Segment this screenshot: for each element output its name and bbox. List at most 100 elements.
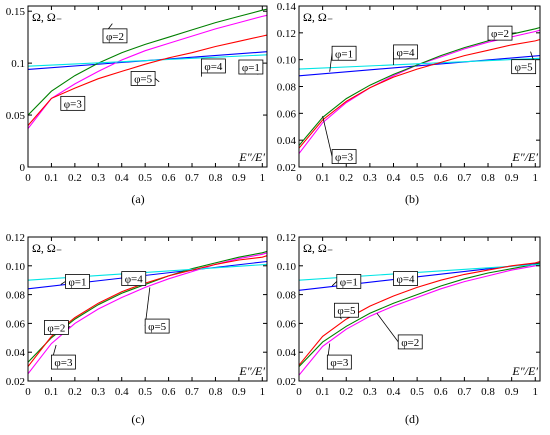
annotation-label-b: φ=4 [396,47,415,59]
annotation-label-a: φ=2 [106,31,124,43]
x-axis-label-d: E″/E′ [511,364,538,378]
x-tick-label-c: 0.2 [68,386,82,398]
annotation-box-a [60,95,86,111]
series-line-a-4 [27,54,268,67]
x-axis-label-a: E″/E′ [238,150,265,164]
annotation-label-d: φ=1 [340,276,358,288]
y-tick-label-d: 0.10 [277,261,297,273]
annotation-box-b [487,25,513,41]
chart-panel-b: 0 0.1 0.2 0.3 0.4 0.5 0.6 0.7 0.8 0.9 1 0.02 0.04 0.0… [277,1,541,206]
panel-caption-b: (b) [405,192,419,206]
annotation-box-b [331,149,357,164]
y-tick-label-c: 0.04 [6,347,26,359]
series-line-d-3 [298,262,541,367]
annotation-leader-d [331,281,338,287]
y-tick-label-a: 0.1 [11,58,25,70]
y-tick-label-d: 0.04 [277,347,297,359]
annotation-box-a [130,71,156,86]
y-axis-label-a: Ω, Ω₋ [32,10,62,24]
series-line-b-1 [298,55,541,77]
y-tick-label-d: 0.12 [277,232,296,244]
annotation-box-c [44,320,69,335]
annotation-label-b: φ=5 [515,62,534,74]
chart-panel-c: 0 0.1 0.2 0.3 0.4 0.5 0.6 0.7 0.8 0.9 1 0.02 0.04 0.0… [6,232,268,426]
x-tick-label-b: 0.5 [410,172,424,184]
y-tick-label-b: 0.14 [277,1,297,13]
annotation-label-a: φ=1 [242,62,260,74]
x-tick-label-b: 0.1 [316,172,330,184]
y-tick-label-b: 0.12 [277,28,296,40]
annotation-label-c: φ=1 [68,276,86,288]
y-tick-label-b: 0.04 [277,135,297,147]
y-tick-label-d: 0.06 [277,318,297,330]
annotation-box-d [336,274,362,289]
annotation-label-c: φ=2 [47,323,65,335]
x-tick-label-d: 0.7 [458,386,472,398]
x-tick-label-a: 0.8 [209,172,223,184]
y-tick-label-a: 0.15 [6,6,26,18]
annotation-label-c: φ=3 [54,357,73,369]
x-tick-label-c: 0.7 [185,386,199,398]
x-tick-label-c: 0.3 [91,386,105,398]
x-tick-label-a: 0 [25,172,31,184]
annotation-label-b: φ=1 [335,48,353,60]
annotation-label-b: φ=3 [335,152,354,164]
y-tick-label-b: 0.06 [277,108,297,120]
y-tick-label-c: 0.12 [6,232,25,244]
x-tick-label-a: 0.2 [68,172,82,184]
annotation-box-a [238,59,264,75]
annotation-label-d: φ=3 [330,357,349,369]
x-axis-label-b: E″/E′ [511,150,538,164]
x-tick-label-a: 0.7 [185,172,199,184]
y-tick-label-a: 0.05 [6,110,26,122]
annotation-label-a: φ=3 [64,98,83,110]
annotation-leader-b [322,115,333,157]
x-tick-label-b: 1 [533,172,539,184]
x-tick-label-c: 1 [260,386,266,398]
x-tick-label-c: 0.4 [115,386,129,398]
x-tick-label-d: 0.8 [481,386,495,398]
panel-caption-d: (d) [405,412,419,426]
annotation-box-d [334,302,359,318]
x-tick-label-a: 0.5 [138,172,152,184]
x-tick-label-a: 0.1 [45,172,59,184]
annotation-label-d: φ=2 [401,337,419,349]
plot-frame-d [298,236,541,382]
annotation-leader-d [376,313,399,343]
x-tick-label-b: 0.6 [434,172,448,184]
annotation-box-d [393,271,418,286]
series-line-c-5 [27,255,268,367]
annotation-box-b [393,44,418,60]
x-tick-label-b: 0.2 [339,172,353,184]
x-tick-label-d: 0.9 [505,386,519,398]
x-tick-label-b: 0.3 [363,172,377,184]
x-tick-label-d: 0.3 [363,386,377,398]
y-axis-label-b: Ω, Ω₋ [303,10,333,24]
chart-panel-a: 0 0.1 0.2 0.3 0.4 0.5 0.6 0.7 0.8 0.9 1 0 0.05 0.1 0.1… [6,5,268,206]
annotation-label-b: φ=2 [491,28,509,40]
x-tick-label-a: 0.9 [232,172,246,184]
x-tick-label-d: 1 [533,386,539,398]
x-tick-label-c: 0.8 [209,386,223,398]
series-line-a-5 [27,34,268,126]
panel-caption-a: (a) [131,192,144,206]
y-tick-label-c: 0.10 [6,261,26,273]
annotation-label-a: φ=4 [204,61,223,73]
y-axis-label-d: Ω, Ω₋ [303,241,333,255]
x-tick-label-c: 0.5 [138,386,152,398]
series-line-b-5 [298,38,541,149]
x-tick-label-c: 0.1 [45,386,59,398]
annotation-box-c [51,354,76,370]
series-line-a-3 [27,8,268,116]
annotation-label-d: φ=5 [337,305,356,317]
annotation-box-c [65,274,90,289]
x-tick-label-c: 0.9 [232,386,246,398]
y-tick-label-d: 0.02 [277,376,296,388]
x-tick-label-d: 0.5 [410,386,424,398]
series-line-c-2 [27,252,268,375]
y-tick-label-b: 0.02 [277,162,296,174]
chart-panel-d: 0 0.1 0.2 0.3 0.4 0.5 0.6 0.7 0.8 0.9 1 0.02 0.04 0.0… [277,232,541,426]
annotation-label-a: φ=5 [134,73,153,85]
